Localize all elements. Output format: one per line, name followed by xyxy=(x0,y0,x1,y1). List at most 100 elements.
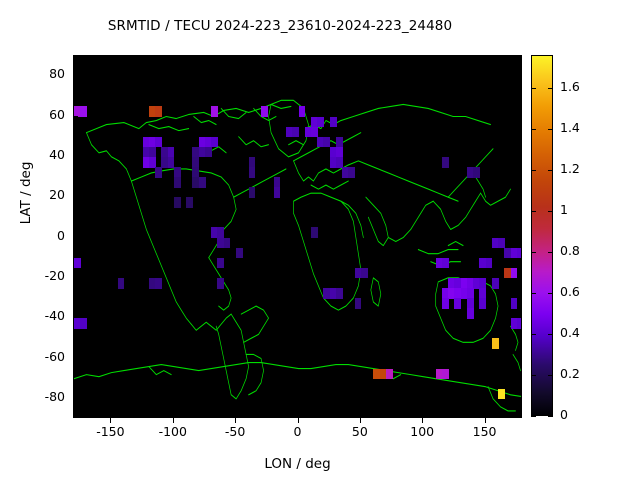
data-cell xyxy=(161,146,169,158)
colorbar-tick xyxy=(531,210,536,212)
x-tick xyxy=(422,418,424,423)
data-cell xyxy=(354,267,362,279)
y-tick-right xyxy=(517,196,522,198)
y-tick-right xyxy=(517,236,522,238)
data-cell xyxy=(148,146,156,158)
data-cell xyxy=(211,227,219,239)
data-cell-layer xyxy=(74,56,521,417)
data-cell xyxy=(498,388,505,400)
data-cell xyxy=(329,116,337,128)
data-cell xyxy=(479,287,487,299)
y-tick xyxy=(73,357,78,359)
data-cell xyxy=(373,368,381,380)
x-tick-label: -100 xyxy=(158,424,187,439)
x-tick xyxy=(172,418,174,423)
data-cell xyxy=(510,298,518,309)
y-tick-label: 40 xyxy=(49,146,65,162)
data-cell xyxy=(223,237,231,249)
colorbar-tick xyxy=(531,169,536,171)
map-plot-area[interactable] xyxy=(73,55,522,418)
data-cell xyxy=(510,247,518,259)
colorbar-tick xyxy=(531,333,536,335)
y-tick-right xyxy=(517,155,522,157)
colorbar-tick-right xyxy=(548,169,553,171)
data-cell xyxy=(473,277,480,289)
colorbar-tick-label: 1 xyxy=(560,201,568,217)
data-cell xyxy=(317,136,325,148)
data-cell xyxy=(466,287,474,299)
x-tick xyxy=(359,418,361,423)
data-cell xyxy=(155,136,162,148)
colorbar-tick-right xyxy=(548,128,553,130)
y-tick-label: -60 xyxy=(44,348,65,364)
data-cell xyxy=(441,298,449,309)
y-tick-right xyxy=(517,276,522,278)
y-tick xyxy=(73,317,78,319)
y-tick xyxy=(73,397,78,399)
data-cell xyxy=(117,277,125,289)
colorbar-tick xyxy=(531,416,536,417)
data-cell xyxy=(335,156,343,168)
x-tick xyxy=(297,418,299,423)
data-cell xyxy=(348,166,356,178)
data-cell xyxy=(335,146,343,158)
page-title: SRMTID / TECU 2024-223_23610-2024-223_24… xyxy=(107,18,453,34)
y-tick xyxy=(73,236,78,238)
data-cell xyxy=(454,298,462,309)
colorbar-tick-right xyxy=(548,292,553,294)
data-cell xyxy=(516,247,521,259)
x-tick xyxy=(235,418,237,423)
x-tick-top xyxy=(297,55,299,60)
data-cell xyxy=(198,177,206,188)
colorbar-tick-label: 1.2 xyxy=(560,160,580,176)
x-tick-top xyxy=(235,55,237,60)
data-cell xyxy=(448,287,455,299)
x-tick-label: -150 xyxy=(96,424,125,439)
data-cell xyxy=(479,298,487,309)
x-tick-label: 150 xyxy=(472,424,497,439)
data-cell xyxy=(211,106,219,118)
colorbar-tick-label: 0 xyxy=(560,407,568,422)
y-tick xyxy=(73,276,78,278)
data-cell xyxy=(142,156,150,168)
y-tick-right xyxy=(517,397,522,399)
data-cell xyxy=(142,136,150,148)
data-cell xyxy=(485,257,493,269)
data-cell xyxy=(155,106,162,118)
data-cell xyxy=(491,338,499,349)
data-cell xyxy=(198,146,206,158)
y-tick-right xyxy=(517,357,522,359)
x-tick-top xyxy=(484,55,486,60)
data-cell xyxy=(466,277,474,289)
y-tick-label: 60 xyxy=(49,106,65,122)
data-cell xyxy=(286,126,293,138)
data-cell xyxy=(441,368,449,380)
data-cell xyxy=(80,106,88,118)
colorbar-tick-right xyxy=(548,251,553,253)
data-cell xyxy=(192,166,200,178)
colorbar-tick-label: 0.8 xyxy=(560,242,580,258)
colorbar[interactable] xyxy=(531,55,553,416)
data-cell xyxy=(148,136,156,148)
data-cell xyxy=(236,247,243,259)
data-cell xyxy=(329,146,337,158)
data-cell xyxy=(441,257,449,269)
data-cell xyxy=(74,106,81,118)
data-cell xyxy=(148,277,156,289)
data-cell xyxy=(510,267,518,279)
data-cell xyxy=(304,126,312,138)
data-cell xyxy=(211,136,219,148)
data-cell xyxy=(435,368,443,380)
y-tick-right xyxy=(517,317,522,319)
y-tick-label: -20 xyxy=(44,267,65,283)
data-cell xyxy=(217,237,225,249)
data-cell xyxy=(148,156,156,168)
data-cell xyxy=(173,197,181,208)
x-tick-label: -50 xyxy=(224,424,246,439)
y-tick xyxy=(73,75,78,77)
data-cell xyxy=(335,287,343,299)
data-cell xyxy=(192,146,200,158)
data-cell xyxy=(298,106,306,118)
y-tick-label: 20 xyxy=(49,187,65,203)
